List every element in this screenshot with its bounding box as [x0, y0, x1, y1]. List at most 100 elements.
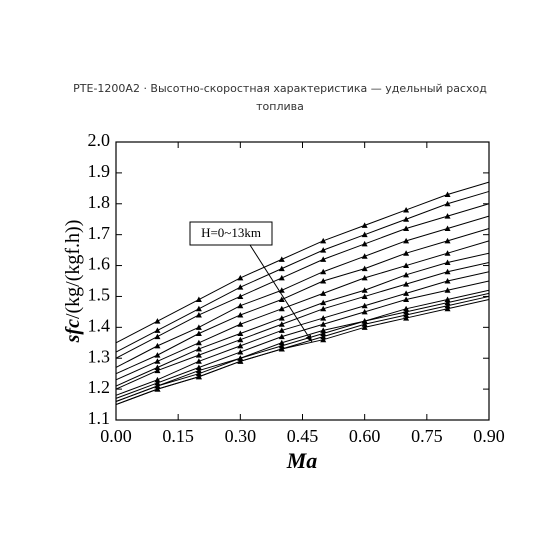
marker: [320, 321, 327, 327]
y-axis-label: sfc/(kg/(kgf.h)): [62, 220, 84, 344]
marker: [237, 311, 244, 318]
marker: [237, 274, 244, 281]
x-tick-label: 0.75: [411, 426, 443, 446]
marker: [444, 213, 451, 219]
marker: [237, 342, 244, 349]
marker: [195, 324, 202, 330]
marker: [444, 278, 451, 284]
series-line: [115, 190, 490, 353]
marker: [320, 336, 327, 343]
marker: [444, 237, 451, 244]
marker: [195, 311, 202, 318]
marker: [444, 250, 451, 256]
marker: [403, 271, 410, 278]
marker: [403, 206, 410, 213]
marker: [154, 364, 161, 370]
marker: [444, 305, 451, 312]
marker: [237, 330, 244, 337]
y-axis-unit: /(kg/(kgf.h)): [62, 220, 84, 319]
x-tick-label: 0.45: [287, 426, 319, 446]
series-line: [115, 240, 490, 381]
marker: [195, 364, 202, 370]
series-line: [115, 203, 490, 359]
x-tick-label: 0.30: [225, 426, 257, 446]
marker: [320, 299, 327, 306]
y-tick-label: 1.4: [88, 315, 111, 335]
x-tick-label: 0.00: [100, 426, 132, 446]
marker: [444, 191, 451, 198]
marker: [361, 253, 368, 259]
marker: [195, 352, 202, 358]
marker: [361, 293, 368, 299]
marker: [403, 216, 410, 222]
marker: [403, 225, 410, 231]
marker: [195, 339, 202, 346]
marker: [403, 296, 410, 303]
marker: [320, 315, 327, 321]
marker: [154, 327, 161, 333]
marker: [278, 321, 285, 327]
marker: [237, 284, 244, 290]
y-tick-label: 1.8: [88, 192, 111, 212]
marker: [278, 333, 285, 340]
y-tick-label: 1.9: [88, 161, 111, 181]
marker: [154, 376, 161, 383]
marker: [403, 281, 410, 287]
x-axis-label: Ma: [286, 448, 318, 473]
series-line: [115, 280, 490, 399]
marker: [361, 324, 368, 330]
series-line: [115, 271, 490, 396]
x-tick-label: 0.90: [473, 426, 505, 446]
marker: [361, 302, 368, 309]
marker: [320, 268, 327, 275]
marker: [278, 256, 285, 262]
marker: [361, 318, 368, 324]
marker: [320, 327, 327, 333]
annotation: H=0~13km: [201, 225, 261, 240]
marker: [403, 290, 410, 296]
marker: [444, 287, 451, 293]
marker: [361, 287, 368, 293]
marker: [444, 296, 451, 303]
marker: [444, 268, 451, 275]
marker: [278, 342, 285, 349]
marker: [154, 318, 161, 324]
marker: [154, 379, 161, 386]
marker: [237, 302, 244, 309]
marker: [195, 367, 202, 374]
marker: [195, 330, 202, 337]
marker: [154, 386, 161, 392]
marker: [361, 274, 368, 281]
marker: [403, 311, 410, 318]
marker: [237, 358, 244, 364]
series-line: [115, 228, 490, 375]
annotation-arrow: [249, 244, 313, 343]
y-tick-label: 1.1: [88, 408, 111, 428]
marker: [278, 296, 285, 303]
marker: [154, 333, 161, 340]
marker: [278, 339, 285, 346]
marker: [237, 355, 244, 361]
annotation-box: [189, 221, 273, 246]
marker: [320, 256, 327, 262]
x-tick-label: 0.15: [162, 426, 194, 446]
y-tick-label: 1.3: [88, 346, 111, 366]
marker: [278, 305, 285, 312]
series-line: [115, 261, 490, 390]
marker: [154, 383, 161, 389]
x-tick-label: 0.60: [349, 426, 381, 446]
marker: [237, 349, 244, 355]
marker: [320, 278, 327, 284]
y-tick-label: 1.2: [88, 377, 111, 397]
marker: [444, 302, 451, 309]
marker: [320, 330, 327, 337]
marker: [237, 336, 244, 343]
marker: [403, 308, 410, 315]
marker: [195, 370, 202, 377]
marker: [195, 373, 202, 380]
y-tick-label: 2.0: [88, 130, 111, 150]
marker: [278, 327, 285, 333]
marker: [320, 237, 327, 244]
series-line: [115, 252, 490, 387]
